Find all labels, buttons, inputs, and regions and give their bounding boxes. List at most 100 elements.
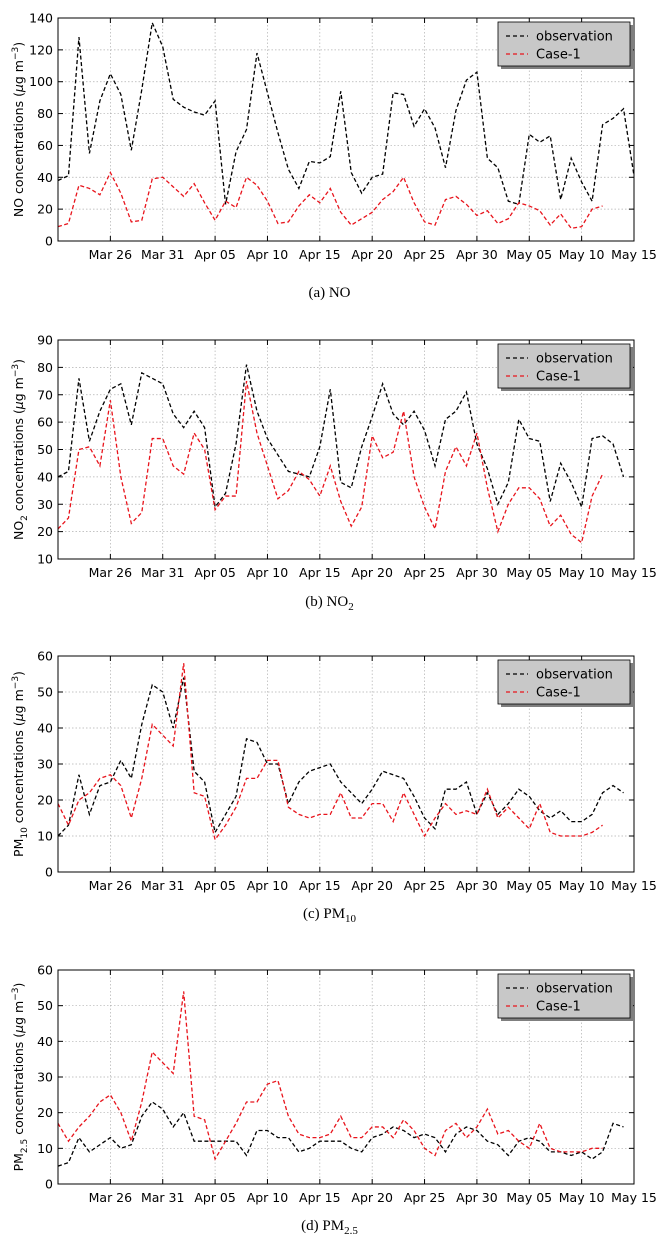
- pm10-xtick-label: May 10: [559, 878, 605, 893]
- no-xtick-label: Apr 30: [456, 247, 498, 262]
- no2-xtick-label: May 15: [611, 565, 657, 580]
- pm10-ytick-label: 20: [37, 793, 53, 808]
- chart-no2: 10 20 30 40 50 60 70 80 90 Mar 26 Mar 31 Apr 05 Apr …: [11, 333, 657, 581]
- pm25-ylabel: PM2.5 concentrations (μg m−3): [11, 983, 30, 1172]
- pm10-ytick-label: 30: [37, 757, 53, 772]
- pm10-legend-box: [497, 659, 631, 705]
- no2-legend-box: [497, 343, 631, 389]
- pm25-legend-label-observation: observation: [536, 982, 613, 997]
- no2-legend-label-case-1: Case-1: [536, 370, 581, 385]
- pm10-ytick-label: 50: [37, 685, 53, 700]
- chart-panel-pm10: 0 10 20 30 40 50 60 Mar 26 Mar 31 Apr 05 Apr 10 Apr…: [0, 634, 659, 896]
- pm10-xtick-label: Apr 20: [351, 878, 393, 893]
- pm25-xtick-label: Apr 25: [404, 1190, 446, 1205]
- pm10-xtick-label: Apr 15: [299, 878, 341, 893]
- no-xtick-label: Apr 05: [194, 247, 236, 262]
- no2-xtick-label: Apr 25: [404, 565, 446, 580]
- chart-no: 0 20 40 60 80 100 120 140 Mar 26 Mar 31 Apr 05 Apr …: [11, 11, 657, 263]
- pm10-series-observation-line: [57, 677, 624, 837]
- caption-pm10-sub: 10: [345, 913, 357, 925]
- no2-xtick-label: Apr 10: [247, 565, 289, 580]
- no-ytick-label: 40: [37, 170, 53, 185]
- pm25-xtick-label: Apr 20: [351, 1190, 393, 1205]
- no2-ylabel: NO2 concentrations (μg m−3): [11, 359, 30, 540]
- no2-xtick-label: Mar 26: [89, 565, 133, 580]
- pm25-xtick-label: Mar 26: [89, 1190, 133, 1205]
- chart-pm25: 0 10 20 30 40 50 60 Mar 26 Mar 31 Apr 05 Apr 10 Apr…: [11, 963, 657, 1206]
- no2-series-case-1-line: [57, 380, 604, 544]
- caption-no2-sub: 2: [348, 601, 354, 613]
- no2-ytick-label: 70: [37, 387, 53, 402]
- no2-legend-label-observation: observation: [536, 352, 613, 367]
- pm10-xtick-label: Apr 30: [456, 878, 498, 893]
- pm25-xtick-label: Apr 15: [299, 1190, 341, 1205]
- pm25-legend-box: [497, 973, 631, 1019]
- no-grid: [58, 18, 634, 241]
- pm25-ytick-label: 60: [37, 963, 53, 978]
- no2-grid: [58, 340, 634, 559]
- no-ylabel: NO concentrations (μg m−3): [11, 42, 26, 217]
- caption-pm25-sub: 2.5: [344, 1225, 358, 1237]
- no-xtick-label: Apr 10: [247, 247, 289, 262]
- pm25-xtick-label: May 05: [506, 1190, 552, 1205]
- no2-xtick-label: Apr 05: [194, 565, 236, 580]
- pm25-xtick-label: May 15: [611, 1190, 657, 1205]
- no2-ytick-label: 20: [37, 524, 53, 539]
- pm25-series-case-1-line: [57, 991, 603, 1161]
- caption-no2: (b) NO2: [0, 594, 659, 613]
- no2-ytick-label: 60: [37, 415, 53, 430]
- no2-xtick-label: Apr 30: [456, 565, 498, 580]
- pm10-xtick-label: May 05: [506, 878, 552, 893]
- no2-ytick-label: 40: [37, 469, 53, 484]
- pm25-xtick-label: Apr 30: [456, 1190, 498, 1205]
- pm25-ytick-label: 30: [37, 1070, 53, 1085]
- caption-pm25-text: (d) PM: [301, 1218, 345, 1234]
- pm10-ytick-label: 10: [37, 829, 53, 844]
- no-ytick-label: 80: [37, 106, 53, 121]
- no-series-case-1-line: [57, 171, 603, 229]
- pm25-ytick-label: 40: [37, 1034, 53, 1049]
- no2-ytick-label: 90: [37, 333, 53, 348]
- no-xtick-label: Mar 26: [89, 247, 133, 262]
- no-ytick-label: 60: [37, 138, 53, 153]
- no2-xtick-label: Apr 15: [299, 565, 341, 580]
- pm10-xtick-label: Apr 25: [404, 878, 446, 893]
- no-legend-label-case-1: Case-1: [536, 48, 581, 63]
- no-ytick-label: 140: [29, 11, 53, 26]
- pm25-ytick-label: 10: [37, 1141, 53, 1156]
- pm10-series-case-1-line: [57, 663, 603, 842]
- no-series-observation-line: [57, 20, 635, 206]
- pm25-legend: observation Case-1: [497, 973, 633, 1021]
- no-legend-box: [497, 21, 631, 67]
- no2-xtick-label: May 10: [559, 565, 605, 580]
- no2-ytick-label: 30: [37, 497, 53, 512]
- pm10-legend: observation Case-1: [497, 659, 633, 707]
- no-xtick-label: May 10: [559, 247, 605, 262]
- no-xtick-label: Apr 15: [299, 247, 341, 262]
- pm25-xtick-label: Apr 10: [247, 1190, 289, 1205]
- no-xtick-label: Mar 31: [141, 247, 184, 262]
- no2-ytick-label: 10: [37, 552, 53, 567]
- pm10-ytick-label: 0: [45, 865, 53, 880]
- chart-panel-no2: 10 20 30 40 50 60 70 80 90 Mar 26 Mar 31 Apr 05 Apr …: [0, 322, 659, 584]
- caption-no-text: (a) NO: [308, 285, 351, 301]
- no-legend: observation Case-1: [497, 21, 633, 69]
- no2-legend: observation Case-1: [497, 343, 633, 391]
- chart-panel-pm25: 0 10 20 30 40 50 60 Mar 26 Mar 31 Apr 05 Apr 10 Apr…: [0, 946, 659, 1208]
- pm10-legend-label-observation: observation: [536, 668, 613, 683]
- pm10-ylabel: PM10 concentrations (μg m−3): [11, 671, 30, 857]
- pm10-ytick-label: 60: [37, 649, 53, 664]
- pm25-ytick-label: 0: [45, 1177, 53, 1192]
- no-legend-label-observation: observation: [536, 30, 613, 45]
- caption-no2-text: (b) NO: [305, 594, 349, 610]
- caption-no: (a) NO: [0, 285, 659, 302]
- pm25-legend-label-case-1: Case-1: [536, 1000, 581, 1015]
- pm25-xtick-label: May 10: [559, 1190, 605, 1205]
- pm25-xtick-label: Mar 31: [141, 1190, 184, 1205]
- no2-ytick-label: 50: [37, 442, 53, 457]
- pm10-ytick-label: 40: [37, 721, 53, 736]
- pm25-ytick-label: 20: [37, 1105, 53, 1120]
- no-xtick-label: Apr 20: [351, 247, 393, 262]
- no-ytick-label: 20: [37, 202, 53, 217]
- no2-xtick-label: May 05: [506, 565, 552, 580]
